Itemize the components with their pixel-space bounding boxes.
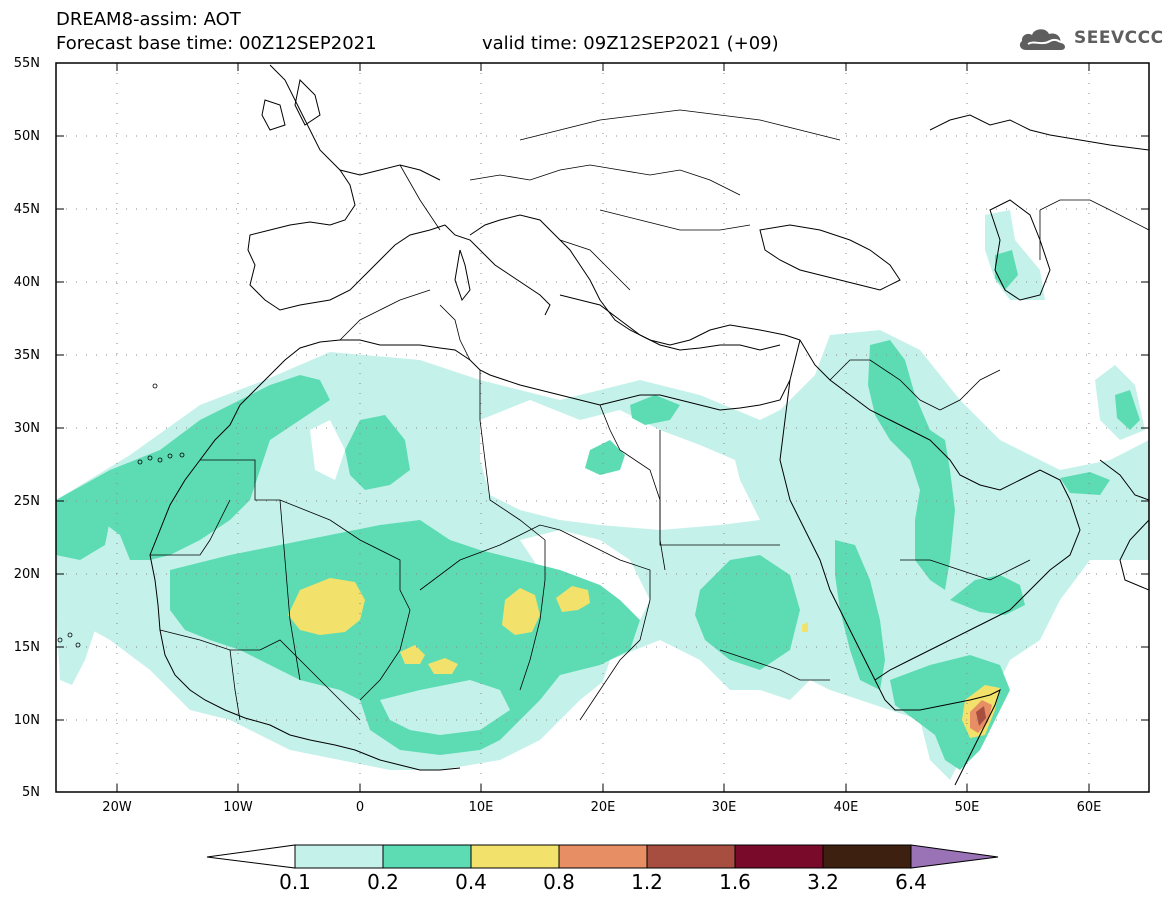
colorbar-swatch-1.6	[734, 844, 824, 869]
aot-band-0.2-central	[170, 520, 640, 755]
lat-lon-grid	[56, 63, 1149, 792]
aot-band-0.2-iran	[1115, 390, 1140, 430]
aot-band-0.4-nigeria2	[428, 658, 458, 674]
colorbar-swatch-3.2	[822, 844, 912, 869]
aot-band-0.2-redsea	[835, 540, 885, 690]
aot-band-0.2-west-coast	[56, 490, 110, 560]
aot-band-0.4-chad	[556, 586, 590, 612]
aot-band-0.2-gulf	[1060, 472, 1110, 495]
colorbar-swatch-0.8	[558, 844, 648, 869]
islands	[57, 383, 185, 648]
aot-band-0.2-sudan	[695, 555, 800, 670]
logo-text: SEEVCCC	[1074, 28, 1164, 48]
colorbar-under	[206, 844, 296, 869]
lon-label-10e: 10E	[468, 800, 494, 815]
lat-label-15n: 15N	[13, 640, 40, 655]
lat-label-30n: 30N	[13, 421, 40, 436]
aot-band-0.2-libya	[585, 440, 625, 475]
colorbar-over	[910, 844, 999, 869]
valid-time: valid time: 09Z12SEP2021 (+09)	[482, 33, 779, 54]
aot-band-0.2-caspian	[995, 250, 1018, 290]
lon-label-20w: 20W	[102, 800, 132, 815]
lat-label-20n: 20N	[13, 567, 40, 582]
coastlines	[149, 64, 1149, 786]
lon-label-60e: 60E	[1076, 800, 1102, 815]
map-title: DREAM8-assim: AOT	[56, 9, 241, 30]
forecast-base-time: Forecast base time: 00Z12SEP2021	[56, 33, 377, 54]
lon-label-20e: 20E	[590, 800, 616, 815]
axis-ticks	[56, 62, 1149, 793]
aot-band-0.1-west	[56, 598, 95, 685]
lon-label-0: 0	[355, 800, 365, 815]
aot-band-0.2	[56, 375, 330, 560]
aot-band-0.4-niger	[502, 588, 540, 635]
lat-label-40n: 40N	[13, 275, 40, 290]
colorbar	[206, 844, 999, 869]
lat-label-5n: 5N	[22, 785, 40, 800]
colorbar-label-0.1: 0.1	[279, 870, 311, 894]
aot-band-0.4-ethiopia	[802, 622, 808, 632]
colorbar-label-1.6: 1.6	[719, 870, 751, 894]
borders	[150, 109, 1149, 721]
lat-label-25n: 25N	[13, 494, 40, 509]
colorbar-label-6.4: 6.4	[895, 870, 927, 894]
aot-band-0.2-sahara	[345, 415, 410, 490]
lat-label-45n: 45N	[13, 202, 40, 217]
colorbar-swatch-0.2	[382, 844, 472, 869]
aot-band-0.4-mali	[288, 578, 365, 635]
colorbar-label-3.2: 3.2	[807, 870, 839, 894]
aot-band-0.2-arabia	[868, 340, 955, 590]
lon-label-10w: 10W	[223, 800, 253, 815]
colorbar-label-0.8: 0.8	[543, 870, 575, 894]
colorbar-swatch-0.1	[294, 844, 384, 869]
lat-label-35n: 35N	[13, 348, 40, 363]
lat-label-10n: 10N	[13, 713, 40, 728]
colorbar-label-0.2: 0.2	[367, 870, 399, 894]
aot-contours	[56, 63, 1149, 792]
aot-band-0.2-egypt	[630, 395, 680, 425]
colorbar-label-0.4: 0.4	[455, 870, 487, 894]
aot-band-0.2-oman	[950, 575, 1025, 615]
aot-band-0.2-yemen	[890, 655, 1010, 770]
cloud-logo-icon	[1019, 29, 1066, 50]
colorbar-swatch-1.2	[646, 844, 736, 869]
seevccc-logo: SEEVCCC	[1018, 24, 1163, 54]
lat-label-55n: 55N	[13, 56, 40, 71]
lon-label-50e: 50E	[954, 800, 980, 815]
aot-band-0.4-nigeria	[400, 645, 425, 664]
lon-label-40e: 40E	[833, 800, 859, 815]
aot-band-1.2	[976, 706, 986, 726]
colorbar-label-1.2: 1.2	[631, 870, 663, 894]
colorbar-swatch-0.4	[470, 844, 560, 869]
lon-label-30e: 30E	[711, 800, 737, 815]
lat-label-50n: 50N	[13, 129, 40, 144]
